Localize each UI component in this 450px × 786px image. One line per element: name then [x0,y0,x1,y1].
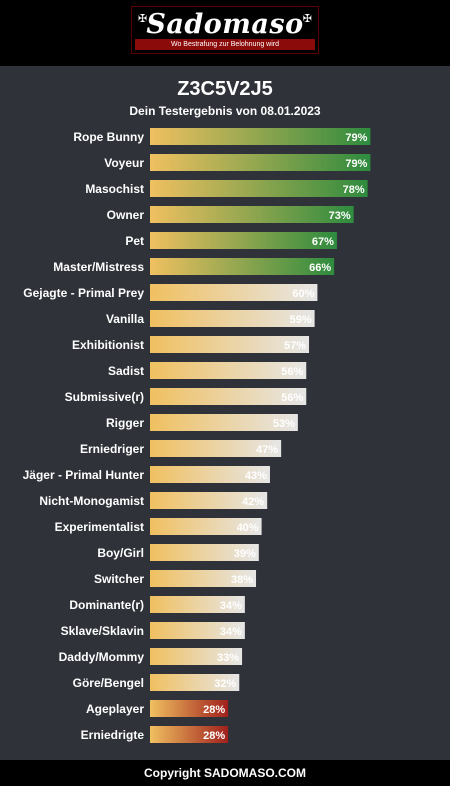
result-bar [150,310,315,327]
category-label: Gejagte - Primal Prey [23,286,144,300]
result-bar [150,596,245,613]
value-label: 28% [203,730,225,742]
result-bar [150,440,282,457]
category-label: Masochist [85,182,144,196]
category-label: Master/Mistress [53,260,144,274]
cross-icon: ✠ [138,13,148,25]
category-label: Nicht-Monogamist [39,494,144,508]
value-label: 60% [292,288,314,300]
category-label: Voyeur [104,156,144,170]
result-bar [150,622,245,639]
category-label: Pet [125,234,144,248]
result-bar [150,232,337,249]
footer-copyright: Copyright SADOMASO.COM [0,760,450,786]
value-label: 79% [345,158,367,170]
logo-tagline: Wo Bestrafung zur Belohnung wird [135,39,315,50]
result-bar [150,544,259,561]
category-label: Göre/Bengel [73,676,144,690]
value-label: 33% [217,652,239,664]
category-label: Exhibitionist [72,338,144,352]
value-label: 78% [343,184,365,196]
value-label: 57% [284,340,306,352]
category-label: Ageplayer [86,702,144,716]
value-label: 40% [237,522,259,534]
result-bar [150,570,257,587]
category-label: Vanilla [106,312,144,326]
category-label: Submissive(r) [65,390,144,404]
value-label: 38% [231,574,253,586]
result-bar [150,258,335,275]
result-bar [150,388,307,405]
value-label: 67% [312,236,334,248]
value-label: 42% [242,496,264,508]
result-bar [150,206,354,223]
category-label: Rope Bunny [73,130,144,144]
value-label: 59% [290,314,312,326]
value-label: 28% [203,704,225,716]
value-label: 56% [281,366,303,378]
result-bar [150,362,307,379]
category-label: Rigger [106,416,144,430]
result-bar [150,674,240,691]
cross-icon: ✠ [302,13,312,25]
logo-wordmark: Sadomaso [146,9,304,40]
page-title: Z3C5V2J5 [177,78,273,100]
value-label: 73% [329,210,351,222]
value-label: 56% [281,392,303,404]
category-label: Jäger - Primal Hunter [23,468,145,482]
result-bar [150,518,262,535]
value-label: 79% [345,132,367,144]
result-bar [150,414,298,431]
result-bar [150,492,268,509]
result-date-subtitle: Dein Testergebnis von 08.01.2023 [129,104,321,118]
results-bar-chart: Rope Bunny 79% Voyeur 79% Masochist 78% Owner 7… [23,128,371,743]
result-bar [150,154,371,171]
category-label: Switcher [94,572,144,586]
result-bar [150,466,270,483]
category-label: Erniedriger [80,442,144,456]
value-label: 32% [214,678,236,690]
category-label: Owner [107,208,145,222]
value-label: 53% [273,418,295,430]
category-label: Experimentalist [55,520,144,534]
result-bar [150,180,368,197]
result-bar [150,284,318,301]
value-label: 47% [256,444,278,456]
value-label: 43% [245,470,267,482]
result-bar [150,648,243,665]
result-bar [150,726,229,743]
value-label: 66% [309,262,331,274]
value-label: 34% [220,626,242,638]
category-label: Dominante(r) [69,598,144,612]
result-bar [150,336,310,353]
site-logo[interactable]: ✠ Sadomaso ✠ Wo Bestrafung zur Belohnung… [131,6,319,54]
category-label: Daddy/Mommy [59,650,145,664]
top-bar: ✠ Sadomaso ✠ Wo Bestrafung zur Belohnung… [0,0,450,66]
category-label: Sklave/Sklavin [61,624,144,638]
results-panel: Z3C5V2J5 Dein Testergebnis von 08.01.202… [0,66,450,760]
result-bar [150,128,371,145]
category-label: Sadist [108,364,144,378]
value-label: 34% [220,600,242,612]
category-label: Boy/Girl [97,546,144,560]
result-bar [150,700,229,717]
category-label: Erniedrigte [81,728,145,742]
value-label: 39% [234,548,256,560]
